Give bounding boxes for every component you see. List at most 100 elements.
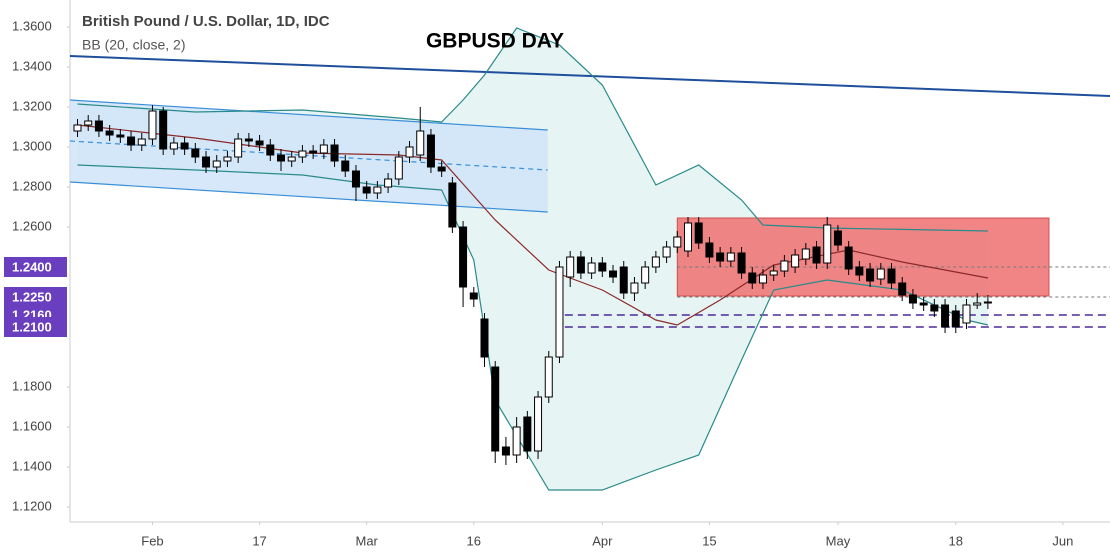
bollinger-band xyxy=(77,27,988,232)
candle-body xyxy=(930,304,939,312)
x-tick-label: Apr xyxy=(592,533,613,548)
candle-body xyxy=(941,304,950,328)
candle-body xyxy=(244,138,253,142)
x-tick-label: 17 xyxy=(252,533,266,548)
candle-body xyxy=(159,110,168,150)
chart-title: GBPUSD DAY xyxy=(426,30,564,53)
candle-body xyxy=(351,170,360,188)
candle-body xyxy=(362,186,371,194)
candle-body xyxy=(501,446,510,456)
candle-body xyxy=(105,130,114,136)
candle-body xyxy=(544,356,553,398)
x-tick-label: Mar xyxy=(355,533,378,548)
candle-body xyxy=(394,156,403,180)
legend-subtitle: BB (20, close, 2) xyxy=(82,37,186,53)
candle-body xyxy=(341,160,350,172)
candle-body xyxy=(694,222,703,244)
x-tick-label: Jun xyxy=(1052,533,1073,548)
candle-body xyxy=(758,274,767,284)
channel-fill xyxy=(70,100,548,212)
level-label: 1.2250 xyxy=(12,289,52,304)
legend-title: British Pound / U.S. Dollar, 1D, IDC xyxy=(82,13,330,30)
candle-body xyxy=(844,246,853,270)
y-tick-label: 1.1200 xyxy=(12,498,52,513)
candle-body xyxy=(512,426,521,456)
candle-body xyxy=(116,134,125,138)
candle-body xyxy=(534,396,543,452)
candle-body xyxy=(94,120,103,132)
candle-body xyxy=(684,222,693,252)
x-tick-label: 15 xyxy=(702,533,716,548)
candle-body xyxy=(919,302,928,306)
candle-body xyxy=(898,282,907,296)
level-label: 1.2100 xyxy=(12,319,52,334)
candle-body xyxy=(437,166,446,172)
level-box xyxy=(4,317,67,337)
candle-body xyxy=(587,262,596,274)
candle-body xyxy=(662,246,671,258)
candle-body xyxy=(801,248,810,260)
trend-line xyxy=(69,55,1110,97)
candle-body xyxy=(469,292,478,300)
candle-body xyxy=(448,182,457,228)
candle-body xyxy=(705,242,714,258)
candle-body xyxy=(973,302,982,306)
candle-body xyxy=(191,148,200,158)
candle-body xyxy=(951,310,960,328)
y-tick-label: 1.3600 xyxy=(12,18,52,33)
candle-body xyxy=(426,134,435,168)
candle-body xyxy=(137,138,146,146)
plot: 1.3600 1.3400 1.3200 1.3000 1.2800 1.2600 1.18… xyxy=(4,0,1110,548)
candle-body xyxy=(716,252,725,262)
candle-body xyxy=(459,226,468,288)
candle-body xyxy=(619,266,628,294)
candle-body xyxy=(576,256,585,274)
candle-body xyxy=(266,144,275,156)
level-box xyxy=(4,257,67,277)
candle-body xyxy=(555,266,564,358)
candle-body xyxy=(630,282,639,294)
candle-body xyxy=(812,246,821,264)
candle-body xyxy=(737,252,746,274)
candle-body xyxy=(523,416,532,452)
candle-body xyxy=(169,142,178,150)
candle-body xyxy=(673,236,682,248)
candle-body xyxy=(298,150,307,158)
candle-body xyxy=(833,230,842,246)
candle-body xyxy=(287,156,296,162)
y-tick-label: 1.1600 xyxy=(12,418,52,433)
candle-body xyxy=(748,272,757,284)
candle-body xyxy=(212,160,221,168)
candle-body xyxy=(148,110,157,140)
candle-body xyxy=(887,268,896,284)
candle-body xyxy=(276,154,285,162)
y-tick-label: 1.3400 xyxy=(12,58,52,73)
candle-body xyxy=(609,270,618,278)
candle-body xyxy=(908,294,917,304)
y-tick-label: 1.1800 xyxy=(12,378,52,393)
channel-mid xyxy=(69,140,548,171)
candle-body xyxy=(223,156,232,162)
candle-body xyxy=(651,256,660,268)
x-tick-label: 18 xyxy=(949,533,963,548)
candle-body xyxy=(373,186,382,194)
candle-body xyxy=(384,178,393,188)
candle-body xyxy=(255,140,264,146)
candle-body xyxy=(491,366,500,452)
candle-body xyxy=(855,266,864,276)
candle-body xyxy=(84,120,93,126)
candle-body xyxy=(480,318,489,358)
candle-body xyxy=(73,124,82,132)
y-tick-label: 1.3200 xyxy=(12,98,52,113)
candle-body xyxy=(416,130,425,156)
candle-body xyxy=(726,252,735,262)
x-tick-label: 16 xyxy=(467,533,481,548)
candle-body xyxy=(962,304,971,324)
y-tick-label: 1.2600 xyxy=(12,218,52,233)
candle-body xyxy=(309,150,318,154)
candle-body xyxy=(234,138,243,158)
candle-body xyxy=(876,268,885,280)
candle-body xyxy=(566,256,575,278)
channel-bottom xyxy=(69,181,548,213)
